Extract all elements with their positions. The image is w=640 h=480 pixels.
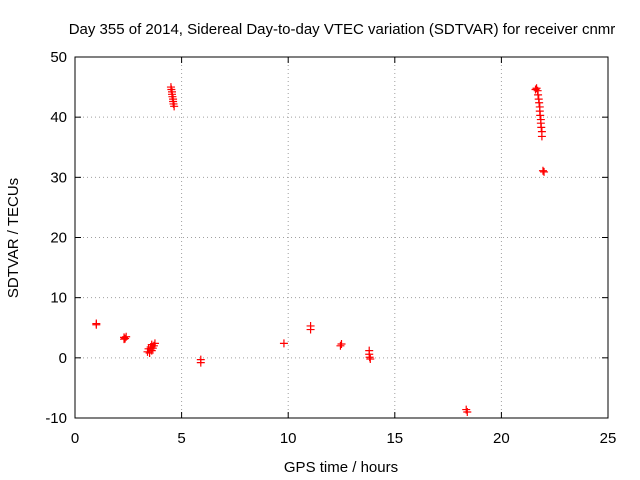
x-tick-label: 10 (280, 430, 297, 447)
data-point (122, 332, 131, 341)
x-tick-label: 15 (386, 430, 403, 447)
y-tick-label: 10 (50, 290, 67, 307)
data-point (196, 358, 205, 367)
data-point (336, 341, 345, 350)
data-point (306, 325, 315, 334)
data-point (120, 333, 129, 342)
y-axis-label: SDTVAR / TECUs (5, 178, 22, 298)
y-tick-label: 20 (50, 230, 67, 247)
x-tick-label: 5 (177, 430, 185, 447)
x-tick-label: 20 (493, 430, 510, 447)
data-point (170, 102, 179, 111)
data-point (534, 90, 543, 99)
data-point (537, 123, 546, 132)
grid-lines (75, 57, 608, 418)
plot-frame (74, 56, 609, 419)
x-axis-label: GPS time / hours (284, 459, 398, 476)
data-point (365, 353, 374, 362)
y-tick-label: 0 (59, 350, 67, 367)
data-point (150, 339, 159, 348)
data-point (463, 407, 472, 416)
x-tick-label: 0 (71, 430, 79, 447)
data-point (536, 111, 545, 120)
data-points (92, 83, 549, 416)
y-tick-label: -10 (45, 410, 67, 427)
data-point (337, 339, 346, 348)
data-point (366, 355, 375, 364)
y-tick-label: 40 (50, 109, 67, 126)
data-point (538, 166, 547, 175)
data-point (121, 334, 130, 343)
x-tick-label: 25 (600, 430, 617, 447)
data-point (92, 319, 101, 328)
chart-title: Day 355 of 2014, Sidereal Day-to-day VTE… (69, 21, 616, 38)
y-tick-label: 30 (50, 169, 67, 186)
data-point (537, 132, 546, 141)
data-point (540, 167, 549, 176)
data-point (535, 98, 544, 107)
data-point (279, 339, 288, 348)
y-tick-label: 50 (50, 49, 67, 66)
